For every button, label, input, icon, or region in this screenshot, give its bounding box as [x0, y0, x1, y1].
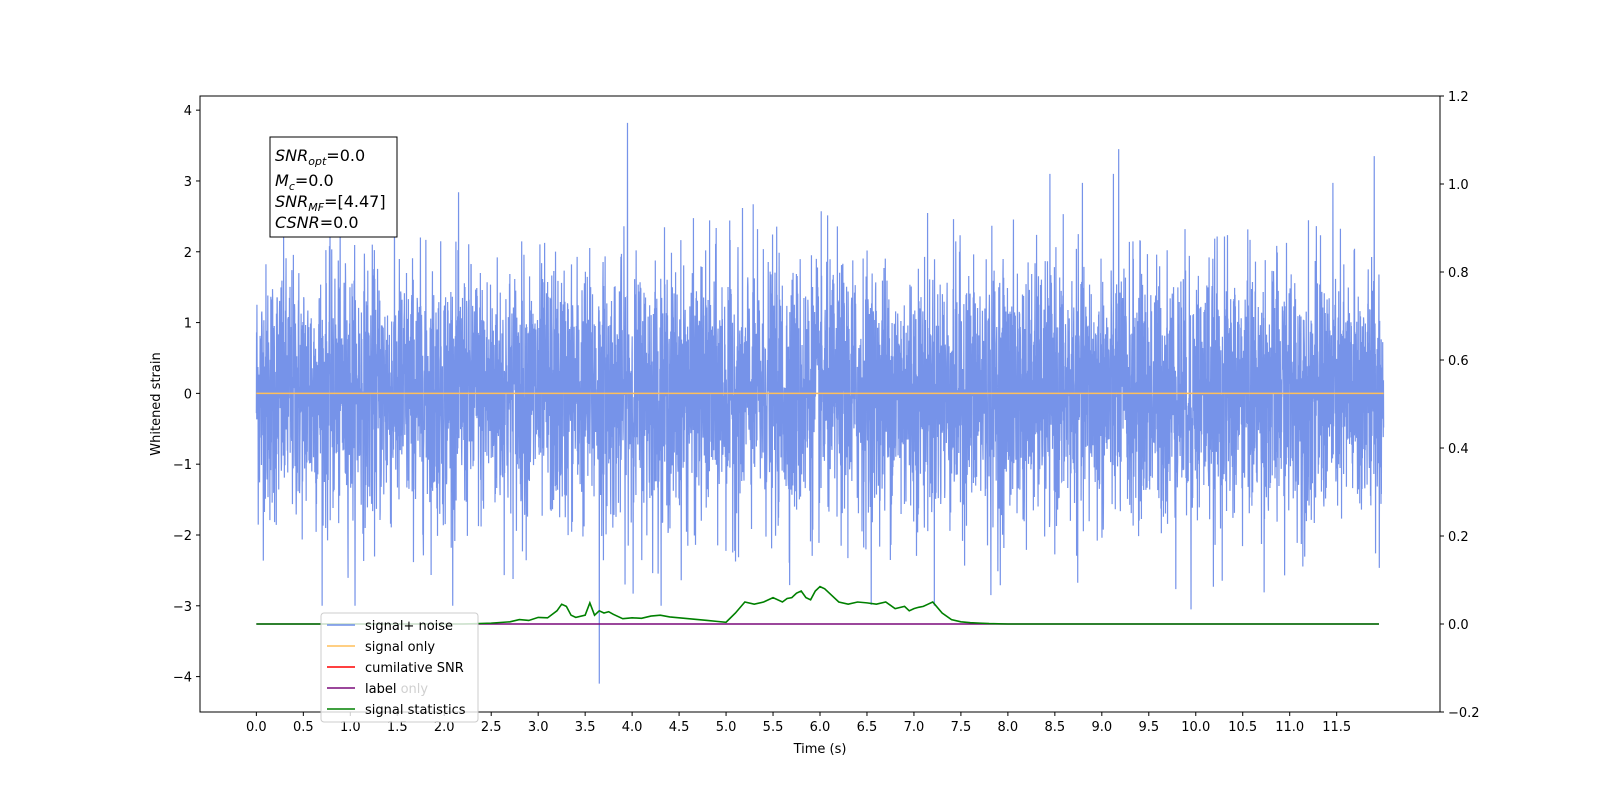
x-tick-label: 5.0: [716, 720, 737, 735]
y2-tick-label: −0.2: [1448, 706, 1480, 721]
legend-label: signal statistics: [365, 703, 466, 718]
series-line-signal-noise: [255, 122, 1385, 684]
y2-tick-label: 1.2: [1448, 90, 1469, 105]
x-axis-label: Time (s): [793, 742, 847, 757]
x-tick-label: 1.0: [340, 720, 361, 735]
x-axis: 0.0 0.5 1.0 1.5 2.0 2.5 3.0 3.5 4.0 4.5 5.0 5.5 6.0 6…: [246, 712, 1351, 735]
series-line-signal-statistics: [256, 585, 1379, 625]
x-tick-label: 6.5: [857, 720, 878, 735]
y2-tick-label: 0.6: [1448, 354, 1469, 369]
x-tick-label: 2.0: [434, 720, 455, 735]
y-tick-label: −2: [173, 529, 192, 544]
x-tick-label: 8.0: [998, 720, 1019, 735]
y-axis-right: 1.2 1.0 0.8 0.6 0.4 0.2 0.0 −0.2: [1440, 90, 1480, 721]
x-tick-label: 8.5: [1045, 720, 1066, 735]
y-tick-label: −1: [173, 458, 192, 473]
x-tick-label: 1.5: [387, 720, 408, 735]
y2-tick-label: 0.4: [1448, 442, 1469, 457]
x-tick-label: 11.5: [1322, 720, 1351, 735]
x-tick-label: 9.0: [1091, 720, 1112, 735]
legend-label-faded: label only: [365, 682, 428, 697]
x-tick-label: 5.5: [763, 720, 784, 735]
legend-item-label: label only label: [327, 682, 428, 697]
y-tick-label: −3: [173, 600, 192, 615]
annotation-snr-opt: SNRopt=0.0: [275, 146, 365, 168]
x-tick-label: 11.0: [1275, 720, 1304, 735]
x-tick-label: 2.5: [481, 720, 502, 735]
y2-tick-label: 0.8: [1448, 266, 1469, 281]
legend-item-signal-only: signal only: [327, 640, 435, 655]
y2-tick-label: 1.0: [1448, 178, 1469, 193]
legend-item-signal-statistics: signal statistics: [327, 703, 466, 718]
annotation-mc: Mc=0.0: [275, 171, 334, 193]
x-tick-label: 3.5: [575, 720, 596, 735]
y-tick-label: 4: [184, 104, 192, 119]
y-axis-left: 4 3 2 1 0 −1 −2 −3 −4: [173, 104, 200, 686]
x-tick-label: 6.0: [810, 720, 831, 735]
legend-label: signal+ noise: [365, 619, 453, 634]
legend-frame: [320, 612, 479, 723]
x-tick-label: 10.5: [1228, 720, 1257, 735]
y-tick-label: −4: [173, 671, 192, 686]
annotation-frame: [269, 136, 398, 238]
annotation-box: SNRopt=0.0 Mc=0.0 SNRMF=[4.47] CSNR=0.0: [269, 136, 398, 238]
x-tick-label: 4.0: [622, 720, 643, 735]
legend-label: label: [365, 682, 396, 697]
annotation-snr-mf: SNRMF=[4.47]: [275, 192, 386, 214]
x-tick-label: 0.0: [246, 720, 267, 735]
y-tick-label: 1: [184, 317, 192, 332]
x-tick-label: 7.5: [951, 720, 972, 735]
y-tick-label: 2: [184, 246, 192, 261]
y-tick-label: 0: [184, 387, 192, 402]
x-tick-label: 7.0: [904, 720, 925, 735]
y-axis-label: Whitened strain: [149, 352, 164, 455]
legend-item-signal-noise: signal+ noise: [327, 619, 453, 634]
x-tick-label: 4.5: [669, 720, 690, 735]
legend-label: cumilative SNR: [365, 661, 464, 676]
annotation-csnr: CSNR=0.0: [275, 213, 359, 232]
x-tick-label: 0.5: [293, 720, 314, 735]
x-tick-label: 10.0: [1181, 720, 1210, 735]
legend: signal+ noise signal only cumilative SNR…: [320, 612, 479, 723]
legend-item-cumilative-snr: cumilative SNR: [327, 661, 464, 676]
y2-tick-label: 0.0: [1448, 618, 1469, 633]
y2-tick-label: 0.2: [1448, 530, 1469, 545]
legend-label: signal only: [365, 640, 435, 655]
y-tick-label: 3: [184, 175, 192, 190]
x-tick-label: 9.5: [1138, 720, 1159, 735]
x-tick-label: 3.0: [528, 720, 549, 735]
